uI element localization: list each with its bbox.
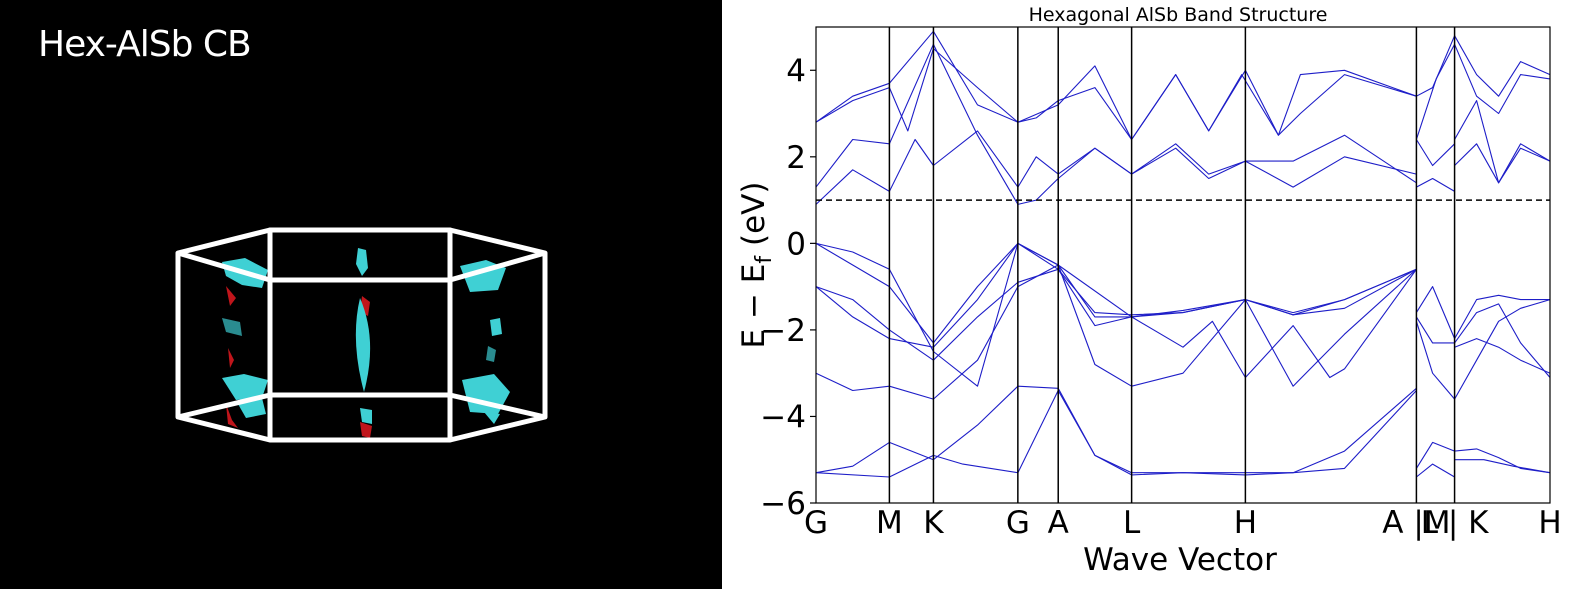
band-line-20: [1454, 448, 1551, 474]
x-tick-label-9: H: [1538, 505, 1561, 541]
band-line-9: [815, 48, 1417, 141]
band-line-23: [1454, 303, 1551, 378]
y-tick-label-1: −4: [760, 399, 806, 435]
fermi-surfaces: [222, 248, 510, 438]
band-line-0: [815, 389, 1417, 478]
band-line-27: [1454, 100, 1551, 184]
y-axis-label-unit: (eV): [736, 182, 772, 256]
kpoint-lines-layer: [888, 27, 1456, 503]
bands-layer: [815, 30, 1551, 478]
band-line-28: [1454, 44, 1551, 115]
band-line-6: [815, 242, 1417, 387]
chart-title: Hexagonal AlSb Band Structure: [1029, 4, 1328, 26]
y-tick-label-5: 4: [786, 53, 806, 89]
band-line-21: [1454, 459, 1551, 474]
band-line-19: [1416, 35, 1456, 97]
x-tick-label-8: L | K: [1421, 505, 1489, 541]
band-line-8: [815, 43, 1417, 205]
x-tick-label-7: A |M: [1382, 505, 1450, 541]
band-line-15: [1415, 321, 1456, 400]
y-tick-label-2: −2: [760, 313, 806, 349]
x-tick-label-3: G: [1006, 505, 1030, 541]
plot-frame: [815, 26, 1551, 504]
band-line-14: [1415, 316, 1455, 344]
x-tick-label-0: G: [804, 505, 828, 541]
band-line-25: [1454, 338, 1551, 374]
x-tick-label-2: K: [923, 505, 944, 541]
band-line-16: [1416, 177, 1455, 192]
y-tick-label-4: 2: [786, 140, 806, 176]
fermi-surface-render: [175, 227, 548, 443]
band-line-29: [1454, 35, 1551, 97]
band-line-13: [1415, 286, 1456, 339]
y-axis-label-main: E − E: [736, 264, 772, 349]
y-ticks: −6 −4 −2 0 2 4: [760, 53, 816, 522]
brillouin-zone-frame: [175, 227, 548, 443]
band-structure-chart: Hexagonal AlSb Band Structure −6−4−2024 …: [736, 4, 1562, 578]
fermi-panel-title: Hex-AlSb CB: [38, 24, 252, 65]
band-line-1: [815, 385, 1417, 476]
band-line-4: [815, 242, 1417, 348]
band-line-12: [1415, 441, 1455, 469]
band-line-18: [1415, 44, 1456, 140]
band-line-7: [815, 130, 1417, 205]
band-line-24: [1454, 299, 1551, 400]
x-tick-label-5: L: [1123, 505, 1141, 541]
x-axis-label: Wave Vector: [1083, 542, 1277, 578]
x-tick-label-4: A: [1048, 505, 1069, 541]
band-line-3: [815, 268, 1417, 361]
x-tick-label-6: H: [1234, 505, 1257, 541]
y-tick-label-0: −6: [760, 486, 806, 522]
band-line-2: [815, 264, 1417, 400]
band-line-17: [1415, 139, 1455, 167]
y-tick-label-3: 0: [786, 226, 806, 262]
x-tick-label-1: M: [876, 505, 903, 541]
band-line-11: [1416, 463, 1455, 478]
band-line-22: [1454, 294, 1550, 339]
y-axis-label: E − Ef (eV): [736, 182, 777, 349]
y-axis-label-subscript: f: [752, 255, 777, 264]
fermi-surface-panel: Hex-AlSb CB: [0, 0, 722, 589]
band-line-5: [815, 242, 1417, 344]
band-line-10: [815, 30, 1417, 141]
